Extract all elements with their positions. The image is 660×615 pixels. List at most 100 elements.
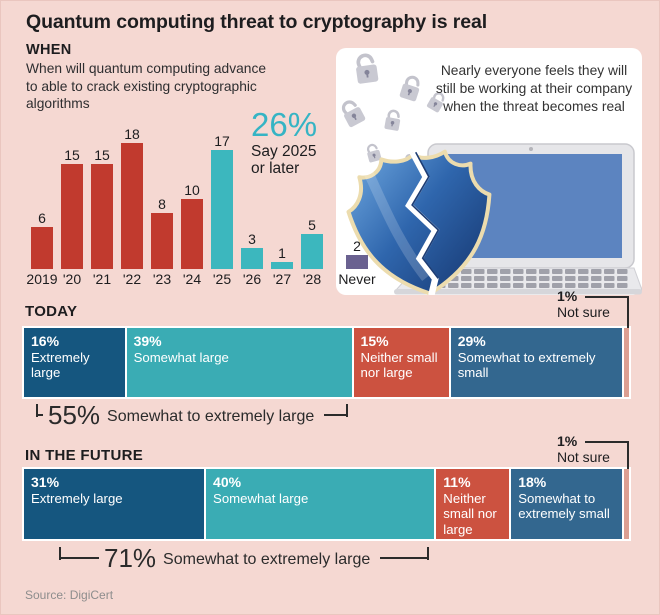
chart-bar-value: 15	[94, 147, 110, 163]
segment-label: Somewhat to extremely small	[457, 349, 596, 381]
chart-bar-category: '23	[152, 271, 172, 287]
stacked-bar-segment: 16% Extremely large	[24, 328, 125, 397]
broken-shield-laptop-illustration	[336, 50, 642, 295]
today-not-sure-pointer-line	[585, 296, 629, 298]
segment-value: 15%	[360, 333, 389, 349]
chart-bar-group: 1 '27	[267, 245, 297, 288]
chart-bar-value: 2	[353, 238, 361, 254]
chart-bar-category: 2019	[26, 271, 58, 287]
callout-line1: Say 2025	[251, 142, 317, 160]
when-chart: 6 2019 15 '20 15 '21 18 '22 8 '23 10 '24 17 '25 3 '26 1 '…	[26, 126, 381, 288]
chart-bar-category: '26	[242, 271, 262, 287]
chart-bar	[121, 143, 143, 269]
chart-bar-value: 6	[38, 210, 46, 226]
chart-bar	[61, 164, 83, 269]
chart-bar	[181, 199, 203, 269]
segment-label: Extremely large	[31, 349, 90, 381]
illustration-caption: Nearly everyone feels they will still be…	[435, 63, 633, 115]
segment-label: Somewhat large	[133, 349, 229, 365]
stacked-bar-segment: 40% Somewhat large	[206, 469, 435, 539]
today-stacked-bar: 16% Extremely large 39% Somewhat large 15% Ne…	[22, 326, 631, 399]
chart-bar	[346, 255, 368, 269]
today-bracket-label: Somewhat to extremely large	[107, 408, 315, 425]
segment-value: 39%	[133, 333, 162, 349]
chart-bar-group: 10 '24	[177, 182, 207, 288]
chart-bar-value: 3	[248, 231, 256, 247]
chart-bar-value: 18	[124, 126, 140, 142]
bracket-corner	[427, 546, 429, 560]
today-not-sure-callout: 1% Not sure	[557, 288, 629, 321]
segment-label: Neither small nor large	[360, 349, 438, 381]
broken-shield-icon	[346, 149, 492, 295]
chart-bar-category: '22	[122, 271, 142, 287]
bracket-corner	[36, 403, 38, 417]
chart-bar-category: '24	[182, 271, 202, 287]
bracket-corner	[59, 546, 61, 560]
bracket-line	[61, 557, 99, 559]
callout-value: 26%	[251, 106, 318, 143]
callout-26pct: 26% Say 2025 or later	[251, 106, 318, 177]
chart-bar	[301, 234, 323, 269]
page-title: Quantum computing threat to cryptography…	[26, 11, 488, 33]
stacked-bar-not-sure-sliver	[623, 469, 629, 539]
chart-bar-category: '27	[272, 271, 292, 287]
chart-bar	[271, 262, 293, 269]
future-bracket-label: Somewhat to extremely large	[163, 551, 371, 568]
segment-label: Neither small nor large	[443, 490, 497, 537]
chart-bar-group: 2 Never	[333, 238, 381, 288]
chart-bar-category: '20	[62, 271, 82, 287]
when-question-text: When will quantum computing advance to a…	[26, 61, 267, 112]
chart-bar-category: '21	[92, 271, 112, 287]
segment-label: Somewhat large	[213, 490, 309, 506]
today-section-heading: TODAY	[25, 303, 78, 320]
today-not-sure-pointer-line	[627, 296, 629, 328]
stacked-bar-segment: 18% Somewhat to extremely small	[511, 469, 622, 539]
chart-bar-value: 5	[308, 217, 316, 233]
chart-bar-group: 5 '28	[297, 217, 327, 288]
chart-bar-group: 17 '25	[207, 133, 237, 288]
stacked-bar-segment: 31% Extremely large	[24, 469, 205, 539]
chart-bar-value: 8	[158, 196, 166, 212]
chart-bar-group: 3 '26	[237, 231, 267, 288]
chart-bar-group: 6 2019	[26, 210, 58, 288]
segment-value: 18%	[518, 474, 547, 490]
stacked-bar-segment: 29% Somewhat to extremely small	[450, 328, 622, 397]
future-not-sure-pointer-line	[627, 441, 629, 469]
future-stacked-bar: 31% Extremely large 40% Somewhat large 11% Ne…	[22, 467, 631, 541]
chart-bar	[31, 227, 53, 269]
chart-bar-group: 15 '21	[87, 147, 117, 288]
illustration-panel: Nearly everyone feels they will still be…	[336, 48, 642, 295]
chart-bar	[211, 150, 233, 269]
chart-bar	[241, 248, 263, 269]
stacked-bar-not-sure-sliver	[623, 328, 629, 397]
segment-value: 40%	[213, 474, 242, 490]
chart-bar-category: Never	[338, 271, 376, 287]
stacked-bar-segment: 15% Neither small nor large	[353, 328, 449, 397]
bracket-line	[38, 414, 43, 416]
future-not-sure-pointer-line	[585, 441, 629, 443]
today-not-sure-label: Not sure	[557, 304, 610, 321]
future-not-sure-label: Not sure	[557, 449, 610, 466]
chart-bar-category: '28	[302, 271, 322, 287]
segment-value: 31%	[31, 474, 60, 490]
segment-label: Somewhat to extremely small	[518, 490, 610, 522]
future-not-sure-value: 1%	[557, 433, 578, 449]
bracket-corner	[346, 403, 348, 417]
future-section-heading: IN THE FUTURE	[25, 447, 144, 464]
today-bracket-value: 55%	[48, 399, 101, 430]
segment-label: Extremely large	[31, 490, 123, 506]
stacked-bar-segment: 39% Somewhat large	[126, 328, 352, 397]
bracket-line	[324, 414, 346, 416]
future-bracket-value: 71%	[104, 542, 157, 573]
segment-value: 16%	[31, 333, 60, 349]
chart-bar-value: 15	[64, 147, 80, 163]
chart-bar-group: 15 '20	[57, 147, 87, 288]
future-not-sure-callout: 1% Not sure	[557, 433, 629, 466]
when-section-heading: WHEN	[26, 42, 72, 58]
chart-bar-category: '25	[212, 271, 232, 287]
chart-bar	[151, 213, 173, 269]
chart-bar-group: 8 '23	[147, 196, 177, 288]
today-bracket: 55% Somewhat to extremely large	[36, 400, 348, 430]
chart-bar-value: 17	[214, 133, 230, 149]
